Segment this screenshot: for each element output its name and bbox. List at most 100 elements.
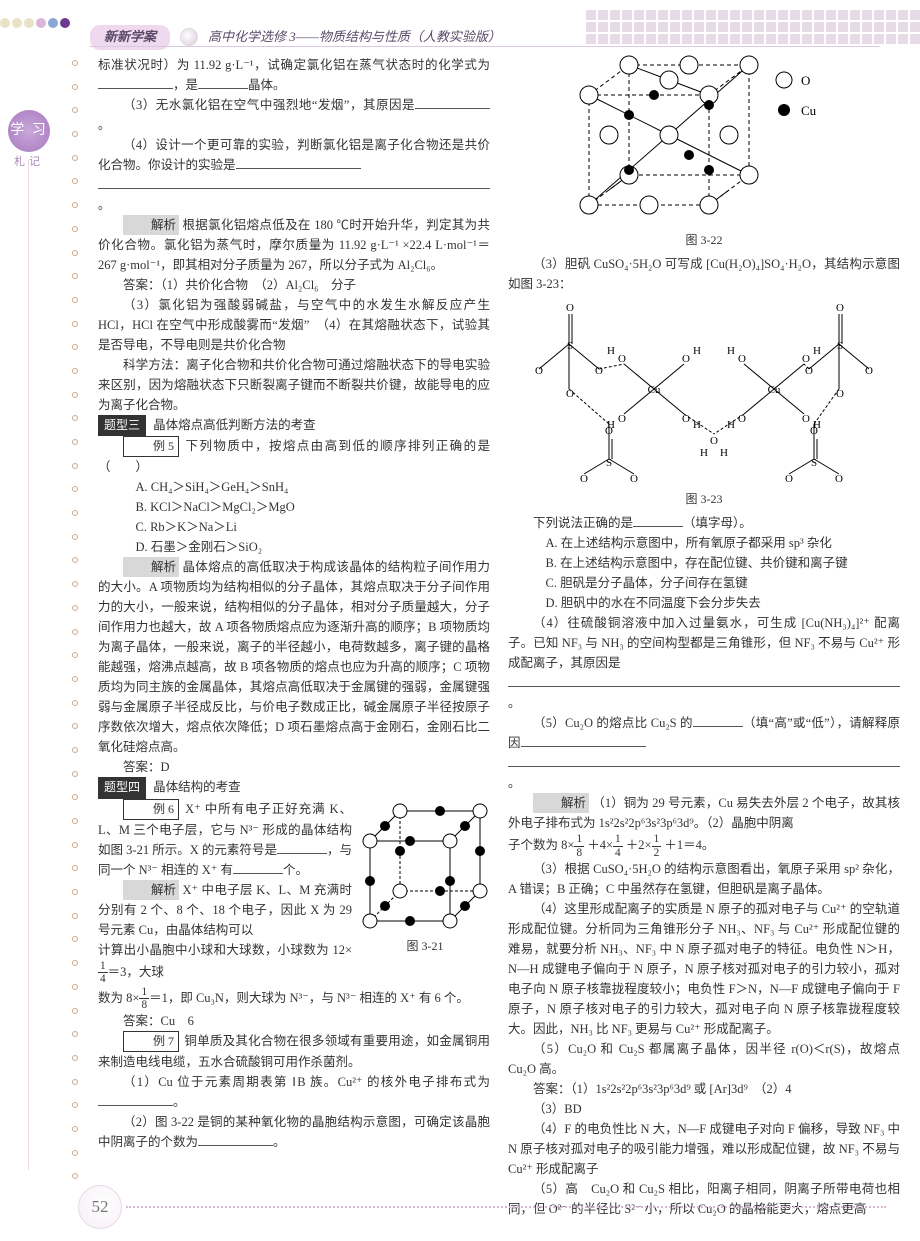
analysis: 解析 晶体熔点的高低取决于构成该晶体的结构粒子间作用力的大小。A 项物质均为结构… xyxy=(98,557,490,757)
example-question: 例 5 下列物质中，按熔点由高到低的顺序排列正确的是（ ） xyxy=(98,436,490,477)
svg-text:O: O xyxy=(802,413,810,425)
figure-caption: 图 3-23 xyxy=(508,490,900,509)
answer: 答案：Cu 6 xyxy=(98,1011,490,1031)
structure-diagram-icon: OS OOO OS OOO CuCu OO OO OO OO HH HH HH … xyxy=(514,294,894,484)
analysis: （4）这里形成配离子的实质是 N 原子的孤对电子与 Cu²⁺ 的空轨道形成配位键… xyxy=(508,899,900,1039)
svg-text:H: H xyxy=(693,345,701,357)
answer: （3）BD xyxy=(508,1099,900,1119)
option-b: B. KCl＞NaCl＞MgCl₂＞MgO xyxy=(98,497,490,517)
svg-text:O: O xyxy=(630,473,638,484)
answer: 答案：D xyxy=(98,757,490,777)
sub-question: 下列说法正确的是（填字母）。 xyxy=(508,513,900,533)
header-underline xyxy=(90,46,880,47)
sub-question: （2）图 3-22 是铜的某种氧化物的晶胞结构示意图，可确定该晶胞中阴离子的个数… xyxy=(98,1112,490,1152)
left-column: 标准状况时）为 11.92 g·L⁻¹，试确定氯化铝在蒸气状态时的化学式为，是晶… xyxy=(98,55,490,1185)
svg-text:H: H xyxy=(727,419,735,431)
svg-text:Cu: Cu xyxy=(768,384,781,396)
side-badge-title: 学 习 xyxy=(8,110,50,152)
svg-text:O: O xyxy=(535,365,543,377)
book-title: 高中化学选修 3——物质结构与性质（人教实验版） xyxy=(208,27,501,48)
option-d: D. 石墨＞金刚石＞SiO₂ xyxy=(98,537,490,557)
svg-text:O: O xyxy=(605,425,613,437)
page-footer: 52 xyxy=(78,1185,886,1229)
topic-tag: 题型四 xyxy=(98,777,146,798)
option-a: A. 在上述结构示意图中，所有氧原子都采用 sp³ 杂化 xyxy=(508,533,900,553)
example-question: 例 7 铜单质及其化合物在很多领域有重要用途，如金属铜用来制造电线电缆，五水合硫… xyxy=(98,1031,490,1072)
crystal-cube-legend-icon: O Cu xyxy=(559,55,849,225)
legend-cu-label: Cu xyxy=(801,103,817,118)
sub-question: （3）胆矾 CuSO₄·5H₂O 可写成 [Cu(H₂O)₄]SO₄·H₂O，其… xyxy=(508,254,900,294)
text: 标准状况时）为 11.92 g·L⁻¹，试确定氯化铝在蒸气状态时的化学式为，是晶… xyxy=(98,55,490,95)
page-number: 52 xyxy=(78,1185,122,1229)
blank-line: 。 xyxy=(508,673,900,713)
svg-text:O: O xyxy=(566,388,574,400)
right-column: O Cu 图 3-22 （3）胆矾 CuSO₄·5H₂O 可写成 [Cu(H₂O… xyxy=(508,55,900,1185)
footer-dotline xyxy=(126,1206,886,1208)
figure-3-22: O Cu 图 3-22 xyxy=(508,55,900,250)
svg-text:O: O xyxy=(566,302,574,314)
svg-text:S: S xyxy=(567,340,573,352)
figure-3-23: OS OOO OS OOO CuCu OO OO OO OO HH HH HH … xyxy=(508,294,900,509)
analysis: 解析 （1）铜为 29 号元素，Cu 易失去外层 2 个电子，故其核外电子排布式… xyxy=(508,793,900,833)
calc-line: 数为 8×18＝1，即 Cu₃N，则大球为 N³⁻，与 N³⁻ 相连的 X⁺ 有… xyxy=(98,986,490,1012)
decor-circle xyxy=(180,28,198,46)
svg-text:O: O xyxy=(682,353,690,365)
figure-3-21: 图 3-21 xyxy=(360,801,490,960)
blank-line: 。 xyxy=(98,175,490,215)
option-a: A. CH₄＞SiH₄＞GeH₄＞SnH₄ xyxy=(98,477,490,497)
analysis-tag: 解析 xyxy=(533,793,589,813)
answer: 答案：（1）共价化合物 （2）Al₂Cl₆ 分子 xyxy=(98,275,490,295)
crystal-cube-icon xyxy=(360,801,490,931)
blank-line: 。 xyxy=(508,753,900,793)
sub-question: （1）Cu 位于元素周期表第 ⅠB 族。Cu²⁺ 的核外电子排布式为。 xyxy=(98,1072,490,1112)
svg-text:O: O xyxy=(835,473,843,484)
svg-text:O: O xyxy=(802,353,810,365)
svg-text:S: S xyxy=(606,457,612,469)
svg-text:O: O xyxy=(618,413,626,425)
svg-text:S: S xyxy=(811,457,817,469)
side-badge-subtitle: 札记 xyxy=(8,154,50,172)
text: （3）无水氯化铝在空气中强烈地“发烟”，其原因是。 xyxy=(98,95,490,135)
svg-text:O: O xyxy=(618,353,626,365)
spiral-binding xyxy=(72,60,80,1180)
svg-text:O: O xyxy=(710,435,718,447)
svg-text:O: O xyxy=(682,413,690,425)
option-c: C. Rb＞K＞Na＞Li xyxy=(98,517,490,537)
example-tag: 例 6 xyxy=(123,799,179,820)
sub-question: （4）往硫酸铜溶液中加入过量氨水，可生成 [Cu(NH₃)₄]²⁺ 配离子。已知… xyxy=(508,613,900,673)
topic-heading: 题型三 晶体熔点高低判断方法的考查 xyxy=(98,415,490,436)
option-d: D. 胆矾中的水在不同温度下会分步失去 xyxy=(508,593,900,613)
answer: （4）F 的电负性比 N 大，N—F 成键电子对向 F 偏移，导致 NF₃ 中 … xyxy=(508,1119,900,1179)
figure-caption: 图 3-21 xyxy=(360,937,490,956)
answer: 答案：（1）1s²2s²2p⁶3s²3p⁶3d⁹ 或 [Ar]3d⁹ （2）4 xyxy=(508,1079,900,1099)
svg-text:O: O xyxy=(595,365,603,377)
analysis: （5）Cu₂O 和 Cu₂S 都属离子晶体，因半径 r(O)＜r(S)，故熔点 … xyxy=(508,1039,900,1079)
svg-text:H: H xyxy=(693,419,701,431)
svg-text:O: O xyxy=(785,473,793,484)
calc-line: 子个数为 8×18 ＋4×14 ＋2×12 ＋1＝4。 xyxy=(508,833,900,859)
content-columns: 标准状况时）为 11.92 g·L⁻¹，试确定氯化铝在蒸气状态时的化学式为，是晶… xyxy=(98,55,900,1185)
legend-o-label: O xyxy=(801,73,810,88)
analysis-tag: 解析 xyxy=(123,880,179,900)
side-badge: 学 习 札记 xyxy=(8,110,50,172)
analysis: （3）根据 CuSO₄·5H₂O 的结构示意图看出，氧原子采用 sp² 杂化，A… xyxy=(508,859,900,899)
svg-text:O: O xyxy=(836,302,844,314)
svg-text:O: O xyxy=(836,388,844,400)
option-b: B. 在上述结构示意图中，存在配位键、共价键和离子键 xyxy=(508,553,900,573)
svg-text:O: O xyxy=(865,365,873,377)
svg-text:H: H xyxy=(607,345,615,357)
analysis-tag: 解析 xyxy=(123,215,179,235)
analysis: 解析 根据氯化铝熔点低及在 180 ℃时开始升华，判定其为共价化合物。氯化铝为蒸… xyxy=(98,215,490,275)
svg-text:H: H xyxy=(813,345,821,357)
svg-text:S: S xyxy=(837,340,843,352)
topic-heading: 题型四 晶体结构的考查 xyxy=(98,777,490,798)
decor-top-squares xyxy=(586,10,920,44)
svg-text:H: H xyxy=(727,345,735,357)
svg-text:Cu: Cu xyxy=(648,384,661,396)
figure-caption: 图 3-22 xyxy=(508,231,900,250)
topic-tag: 题型三 xyxy=(98,415,146,436)
sub-question: （5）Cu₂O 的熔点比 Cu₂S 的（填“高”或“低”），请解释原因 xyxy=(508,713,900,753)
svg-text:H: H xyxy=(720,447,728,459)
svg-text:O: O xyxy=(580,473,588,484)
svg-text:H: H xyxy=(700,447,708,459)
